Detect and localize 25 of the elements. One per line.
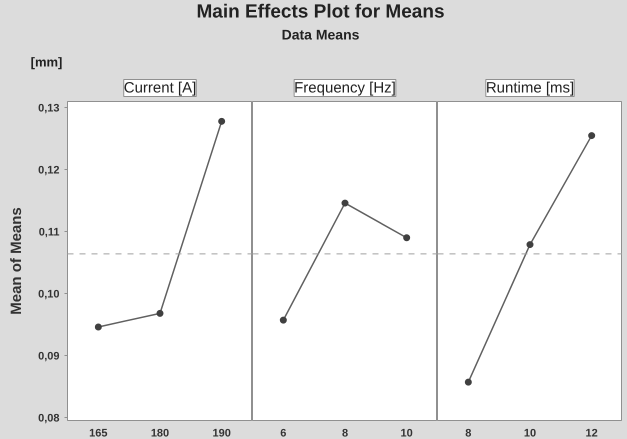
x-axis-title: Current [A] [124, 80, 196, 96]
x-tick-label: 8 [465, 428, 472, 439]
point [156, 310, 164, 317]
x-tick-label: 190 [212, 428, 231, 439]
x-axis-title: Runtime [ms] [486, 80, 574, 96]
y-tick-label: 0,09 [38, 350, 60, 362]
x-tick-label: 6 [280, 428, 286, 439]
y-tick-label: 0,08 [38, 412, 60, 424]
chart-subtitle: Data Means [282, 26, 360, 42]
y-tick-label: 0,12 [38, 164, 60, 177]
x-axis-title: Frequency [Hz] [294, 80, 396, 96]
y-tick-label: 0,13 [38, 102, 60, 115]
x-tick-label: 10 [400, 428, 413, 439]
x-tick-label: 8 [342, 428, 348, 439]
text: [mm] [30, 54, 62, 70]
x-tick-label: 180 [150, 428, 170, 439]
x-tick-label: 10 [524, 428, 536, 439]
y-tick-label: 0,10 [38, 288, 60, 301]
y-tick-label: 0,11 [38, 226, 60, 239]
y-axis-title: Mean of Means [8, 207, 26, 315]
point [218, 118, 226, 125]
chart-title: Main Effects Plot for Means [196, 2, 445, 22]
point [94, 323, 102, 330]
x-tick-label: 12 [586, 428, 598, 439]
x-tick-label: 165 [89, 428, 108, 439]
